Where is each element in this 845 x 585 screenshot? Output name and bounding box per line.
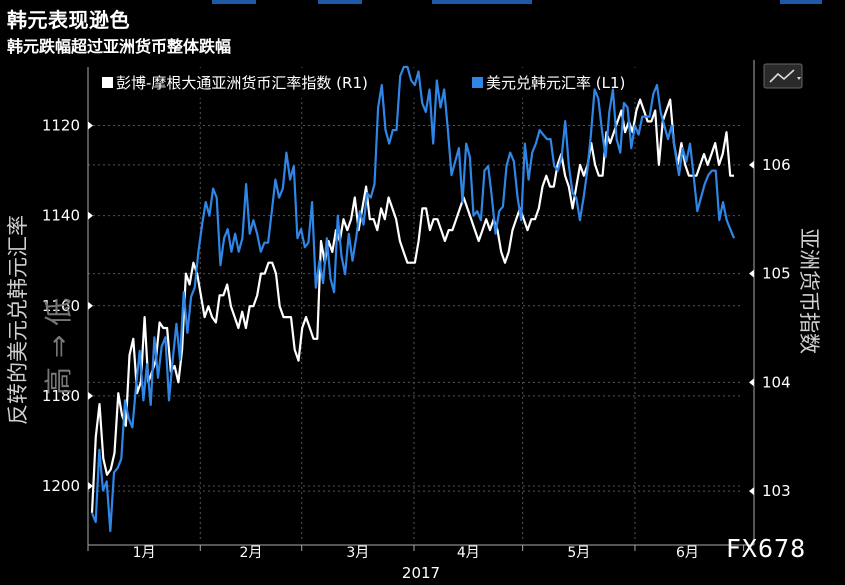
right-tick-label: 106: [762, 156, 791, 174]
month-tick-label: 3月: [346, 545, 369, 561]
legend-box: [92, 68, 682, 98]
line-chart-icon: [769, 69, 795, 83]
top-window-strip-4: [780, 0, 822, 4]
month-tick-label: 1月: [133, 545, 156, 561]
left-tick-marker: [88, 301, 93, 310]
chart-type-button[interactable]: [763, 63, 803, 89]
right-tick-marker: [749, 160, 754, 169]
top-window-strip-1: [212, 0, 256, 4]
plot-area: [88, 67, 754, 542]
left-axis-label: 反转的美元兑韩元汇率 高 ⇒ 低: [6, 215, 75, 425]
legend-white-label: 彭博-摩根大通亚洲货币汇率指数 (R1): [116, 74, 368, 92]
right-tick-marker: [749, 378, 754, 387]
legend-blue-label: 美元兑韩元汇率 (L1): [486, 74, 625, 92]
month-tick-label: 6月: [676, 545, 699, 561]
chart-title: 韩元表现逊色: [7, 8, 130, 32]
chart-subtitle: 韩元跌幅超过亚洲货币整体跌幅: [7, 37, 232, 56]
right-tick-label: 104: [762, 373, 791, 391]
month-tick-label: 2月: [240, 545, 263, 561]
left-tick-marker: [88, 481, 93, 490]
series-lines: [90, 65, 736, 533]
series-line-adxy: [90, 98, 734, 513]
right-axis-label: 亚洲货币指数: [797, 228, 821, 354]
right-tick-label: 105: [762, 265, 791, 283]
right-tick-marker: [749, 269, 754, 278]
right-tick-marker: [749, 487, 754, 496]
top-window-strip-2: [318, 0, 362, 4]
left-tick-marker: [88, 391, 93, 400]
legend: 彭博-摩根大通亚洲货币汇率指数 (R1) 美元兑韩元汇率 (L1): [92, 68, 682, 98]
grid-lines: [88, 67, 740, 540]
month-tick-label: 5月: [567, 545, 590, 561]
chart-type-button-bg[interactable]: [763, 63, 803, 89]
legend-swatch-blue: [472, 77, 483, 88]
left-tick-label: 1120: [42, 117, 80, 135]
top-window-strip-3: [432, 0, 532, 4]
left-tick-marker: [88, 121, 93, 130]
left-tick-label: 1180: [42, 387, 80, 405]
month-tick-label: 4月: [457, 545, 480, 561]
chevron-down-icon: [797, 77, 801, 80]
left-axis-label-b: 高 ⇒ 低: [42, 298, 75, 395]
left-axis-label-a: 反转的美元兑韩元汇率: [6, 215, 30, 425]
watermark: FX678: [726, 534, 806, 563]
right-tick-label: 103: [762, 482, 791, 500]
left-tick-marker: [88, 211, 93, 220]
year-label: 2017: [402, 564, 440, 582]
series-line-usdkrw: [90, 65, 736, 533]
axes: 1120 1140 1160 1180 1200 106 105 104 103 1月 2月 3月 4月…: [42, 60, 791, 561]
left-tick-label: 1200: [42, 477, 80, 495]
legend-swatch-white: [102, 77, 113, 88]
left-tick-label: 1140: [42, 207, 80, 225]
left-tick-label: 1160: [42, 297, 80, 315]
